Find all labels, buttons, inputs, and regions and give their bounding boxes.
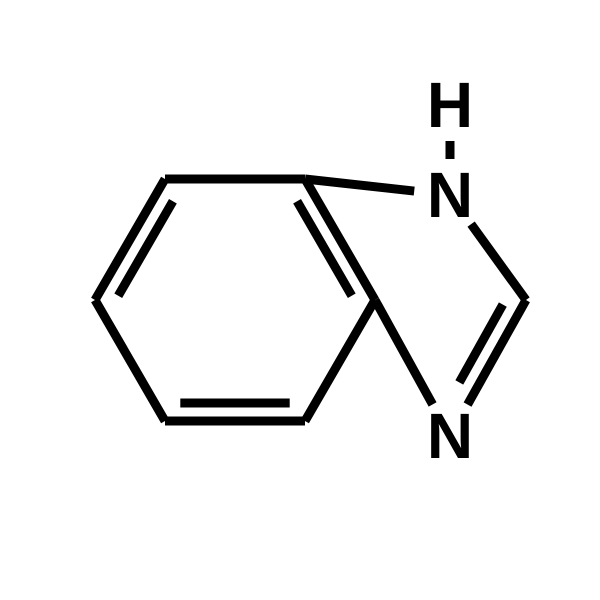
bond (305, 179, 414, 191)
bond (95, 300, 165, 421)
bond (459, 305, 503, 383)
atom-label-n2: N (427, 400, 473, 472)
bond (375, 300, 433, 404)
bond (471, 224, 526, 300)
bond (305, 300, 375, 421)
atom-label-h1: H (427, 69, 473, 141)
labels-layer: NNH (427, 69, 473, 472)
atom-label-n1: N (427, 159, 473, 231)
benzimidazole-structure: NNH (0, 0, 600, 600)
